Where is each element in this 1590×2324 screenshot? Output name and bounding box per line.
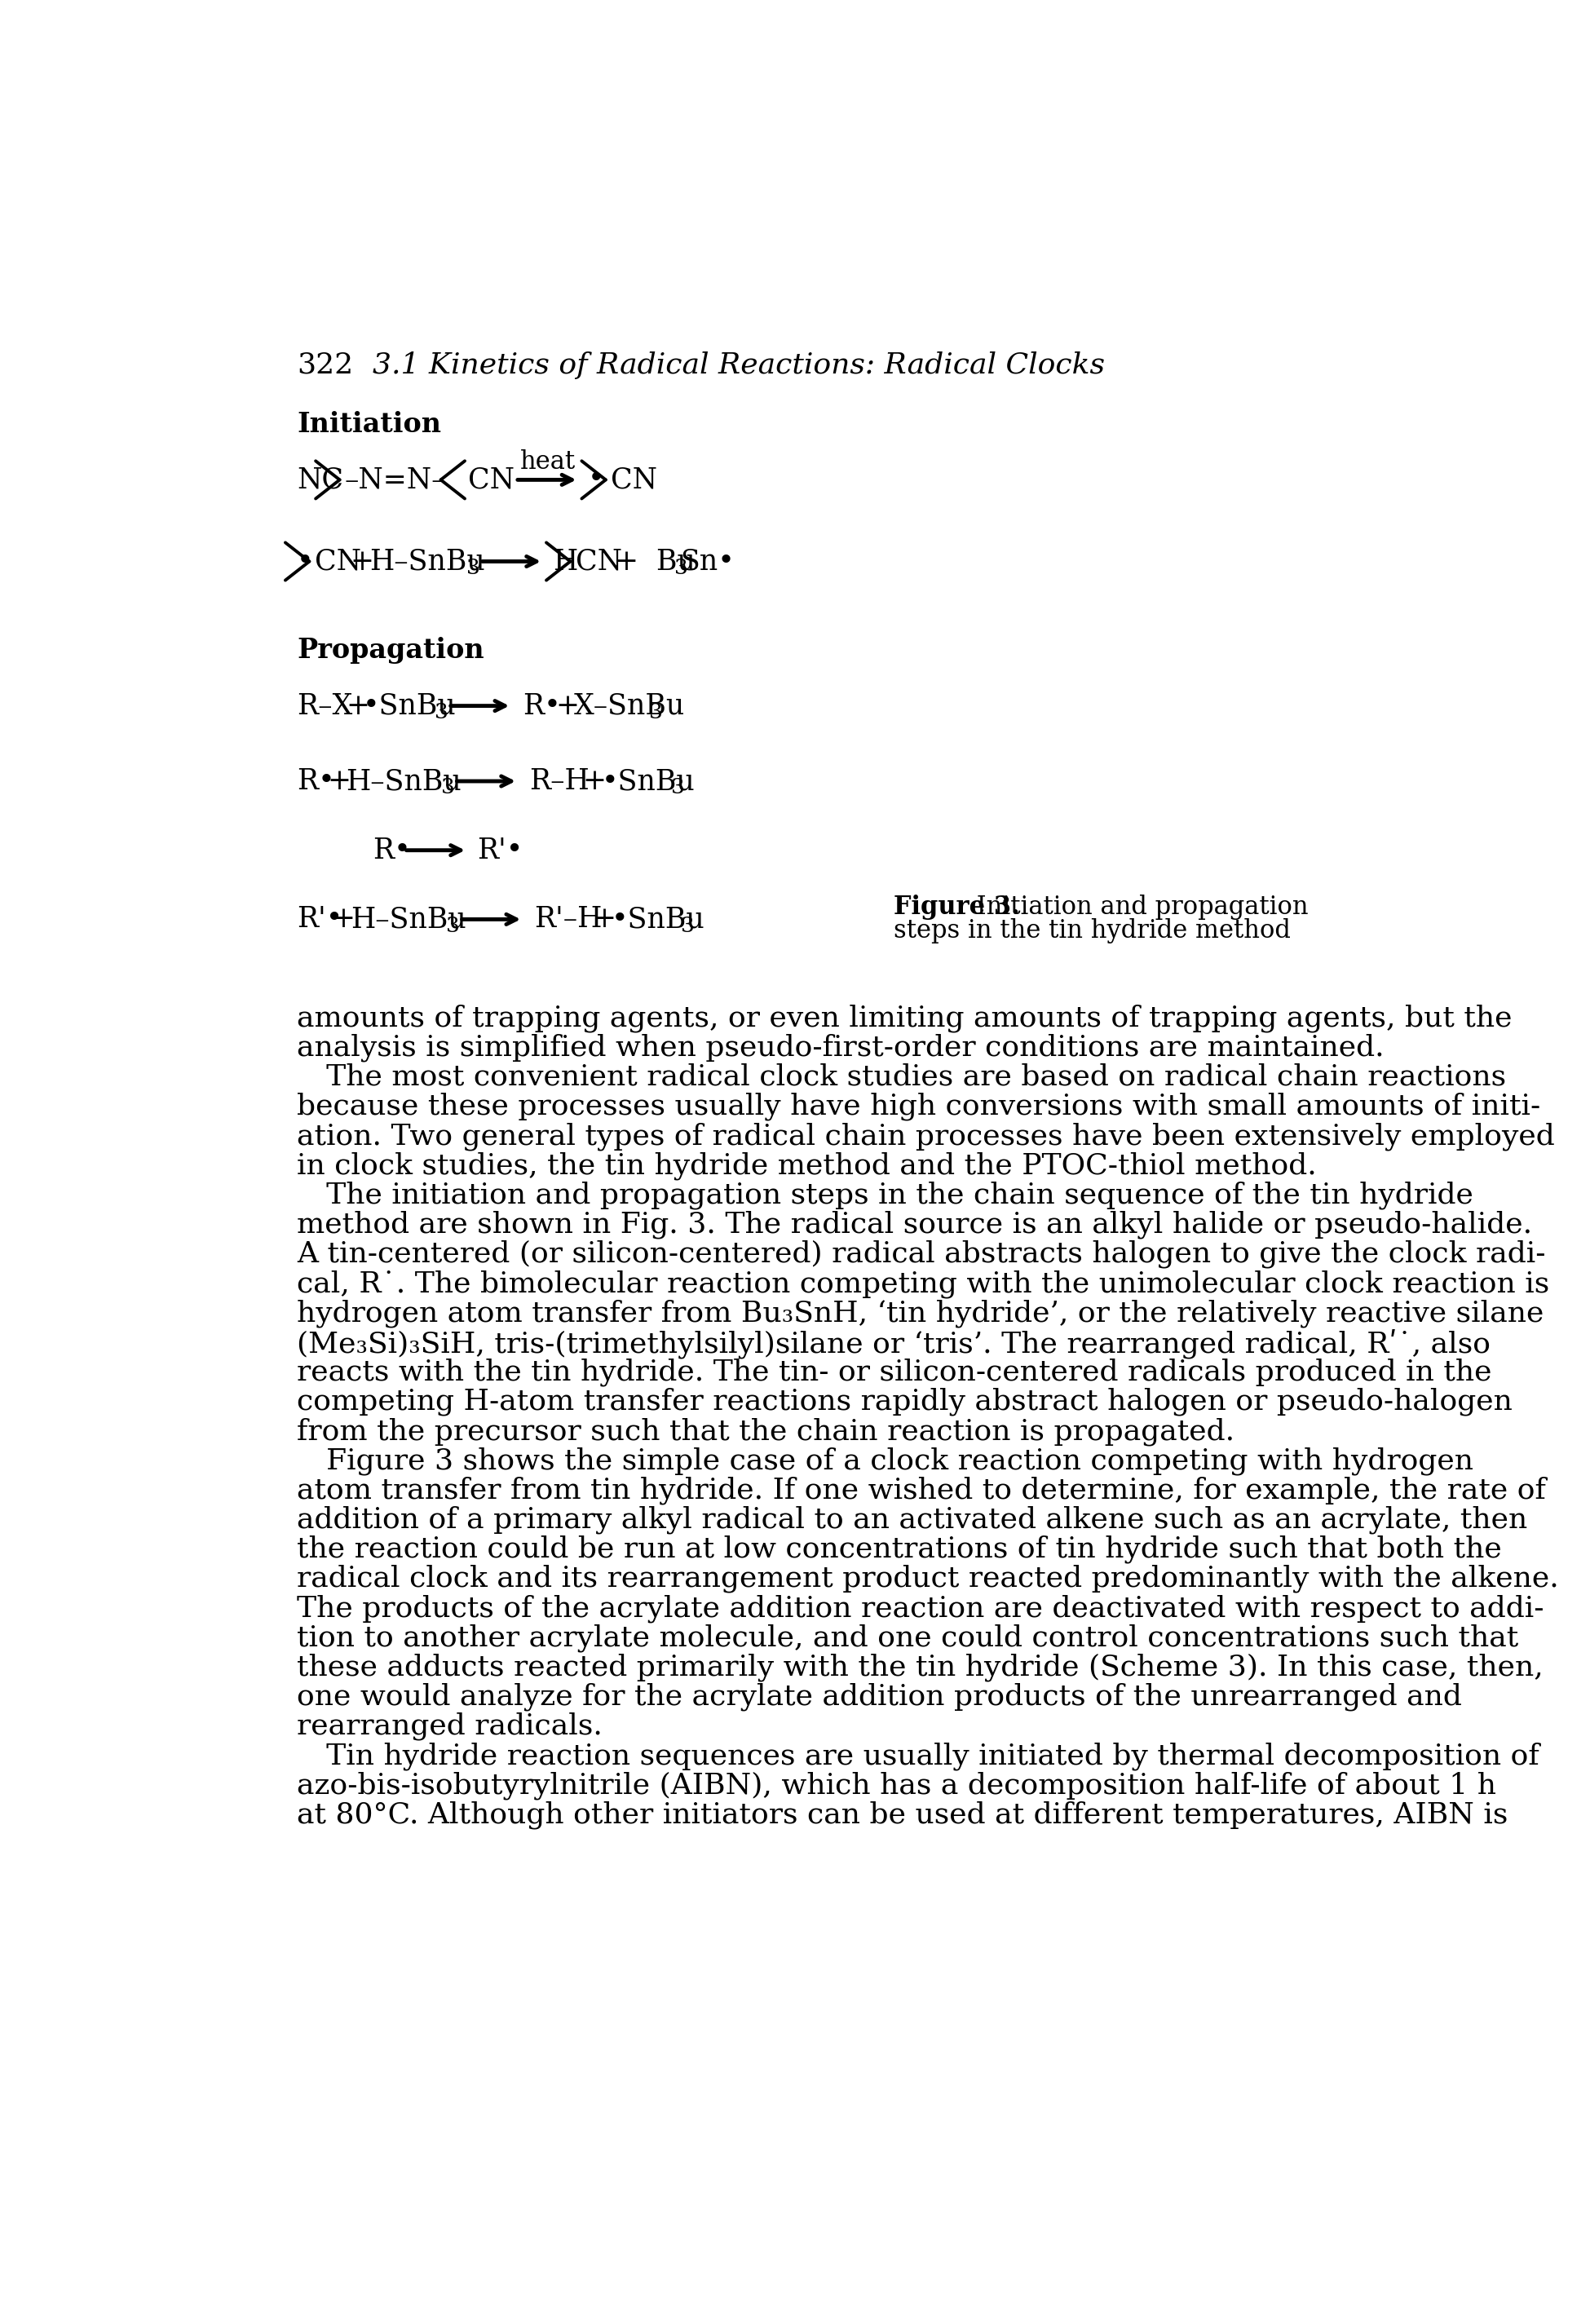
Text: H–SnBu: H–SnBu bbox=[350, 906, 466, 934]
Text: tion to another acrylate molecule, and one could control concentrations such tha: tion to another acrylate molecule, and o… bbox=[297, 1624, 1518, 1652]
Text: R–H: R–H bbox=[529, 767, 590, 795]
Text: +: + bbox=[556, 693, 579, 720]
Text: analysis is simplified when pseudo-first-order conditions are maintained.: analysis is simplified when pseudo-first… bbox=[297, 1034, 1385, 1062]
Text: competing H-atom transfer reactions rapidly abstract halogen or pseudo-halogen: competing H-atom transfer reactions rapi… bbox=[297, 1387, 1512, 1415]
Text: the reaction could be run at low concentrations of tin hydride such that both th: the reaction could be run at low concent… bbox=[297, 1536, 1501, 1564]
Text: these adducts reacted primarily with the tin hydride (Scheme 3). In this case, t: these adducts reacted primarily with the… bbox=[297, 1652, 1544, 1683]
Text: Tin hydride reaction sequences are usually initiated by thermal decomposition of: Tin hydride reaction sequences are usual… bbox=[297, 1743, 1539, 1771]
Text: reacts with the tin hydride. The tin- or silicon-centered radicals produced in t: reacts with the tin hydride. The tin- or… bbox=[297, 1357, 1491, 1387]
Text: 3: 3 bbox=[671, 776, 685, 797]
Text: –N=N–: –N=N– bbox=[345, 465, 447, 493]
Text: +: + bbox=[582, 767, 606, 795]
Text: cal, R˙. The bimolecular reaction competing with the unimolecular clock reaction: cal, R˙. The bimolecular reaction compet… bbox=[297, 1269, 1549, 1297]
Text: 3.1 Kinetics of Radical Reactions: Radical Clocks: 3.1 Kinetics of Radical Reactions: Radic… bbox=[372, 351, 1105, 379]
Text: +  Bu: + Bu bbox=[615, 548, 695, 576]
Text: 3: 3 bbox=[445, 916, 460, 937]
Text: in clock studies, the tin hydride method and the PTOC-thiol method.: in clock studies, the tin hydride method… bbox=[297, 1153, 1317, 1181]
Text: steps in the tin hydride method: steps in the tin hydride method bbox=[894, 918, 1291, 944]
Text: heat: heat bbox=[520, 449, 576, 474]
Text: 3: 3 bbox=[466, 558, 480, 579]
Text: •SnBu: •SnBu bbox=[612, 906, 704, 934]
Text: 3: 3 bbox=[440, 776, 455, 797]
Text: Sn•: Sn• bbox=[681, 548, 735, 576]
Text: CN: CN bbox=[315, 548, 361, 576]
Text: at 80°C. Although other initiators can be used at different temperatures, AIBN i: at 80°C. Although other initiators can b… bbox=[297, 1801, 1507, 1829]
Text: method are shown in Fig. 3. The radical source is an alkyl halide or pseudo-hali: method are shown in Fig. 3. The radical … bbox=[297, 1211, 1533, 1239]
Text: +: + bbox=[331, 906, 355, 934]
Text: 3: 3 bbox=[681, 916, 695, 937]
Text: CN: CN bbox=[611, 465, 657, 493]
Text: CN: CN bbox=[576, 548, 622, 576]
Text: radical clock and its rearrangement product reacted predominantly with the alken: radical clock and its rearrangement prod… bbox=[297, 1564, 1558, 1592]
Text: R•: R• bbox=[297, 767, 335, 795]
Text: Initiation and propagation: Initiation and propagation bbox=[968, 895, 1309, 920]
Text: R'•: R'• bbox=[297, 906, 343, 934]
Text: The most convenient radical clock studies are based on radical chain reactions: The most convenient radical clock studie… bbox=[297, 1062, 1506, 1090]
Text: hydrogen atom transfer from Bu₃SnH, ‘tin hydride’, or the relatively reactive si: hydrogen atom transfer from Bu₃SnH, ‘tin… bbox=[297, 1299, 1544, 1327]
Text: •SnBu: •SnBu bbox=[363, 693, 456, 720]
Text: +: + bbox=[328, 767, 351, 795]
Text: X–SnBu: X–SnBu bbox=[574, 693, 685, 720]
Text: •: • bbox=[297, 548, 313, 576]
Text: one would analyze for the acrylate addition products of the unrearranged and: one would analyze for the acrylate addit… bbox=[297, 1683, 1461, 1710]
Text: atom transfer from tin hydride. If one wished to determine, for example, the rat: atom transfer from tin hydride. If one w… bbox=[297, 1476, 1545, 1504]
Text: R•: R• bbox=[523, 693, 561, 720]
Text: •SnBu: •SnBu bbox=[601, 767, 695, 795]
Text: •: • bbox=[588, 465, 604, 493]
Text: (Me₃Si)₃SiH, tris-(trimethylsilyl)silane or ‘tris’. The rearranged radical, Rʹ˙,: (Me₃Si)₃SiH, tris-(trimethylsilyl)silane… bbox=[297, 1329, 1490, 1360]
Text: H–SnBu: H–SnBu bbox=[347, 767, 461, 795]
Text: H: H bbox=[553, 548, 577, 576]
Text: azo-bis-isobutyrylnitrile (AIBN), which has a decomposition half-life of about 1: azo-bis-isobutyrylnitrile (AIBN), which … bbox=[297, 1771, 1496, 1799]
Text: CN: CN bbox=[467, 465, 515, 493]
Text: Figure 3.: Figure 3. bbox=[894, 895, 1021, 920]
Text: ation. Two general types of radical chain processes have been extensively employ: ation. Two general types of radical chai… bbox=[297, 1122, 1555, 1150]
Text: R'•: R'• bbox=[477, 837, 523, 865]
Text: because these processes usually have high conversions with small amounts of init: because these processes usually have hig… bbox=[297, 1092, 1541, 1120]
Text: Figure 3 shows the simple case of a clock reaction competing with hydrogen: Figure 3 shows the simple case of a cloc… bbox=[297, 1448, 1474, 1476]
Text: +: + bbox=[593, 906, 615, 934]
Text: R'–H: R'–H bbox=[534, 906, 603, 934]
Text: 322: 322 bbox=[297, 351, 353, 379]
Text: H–SnBu: H–SnBu bbox=[369, 548, 485, 576]
Text: Initiation: Initiation bbox=[297, 411, 440, 437]
Text: The initiation and propagation steps in the chain sequence of the tin hydride: The initiation and propagation steps in … bbox=[297, 1181, 1474, 1208]
Text: R•: R• bbox=[372, 837, 410, 865]
Text: NC: NC bbox=[297, 465, 343, 493]
Text: R–X: R–X bbox=[297, 693, 353, 720]
Text: rearranged radicals.: rearranged radicals. bbox=[297, 1713, 603, 1741]
Text: 3: 3 bbox=[434, 702, 448, 723]
Text: +: + bbox=[347, 693, 369, 720]
Text: Propagation: Propagation bbox=[297, 637, 483, 665]
Text: amounts of trapping agents, or even limiting amounts of trapping agents, but the: amounts of trapping agents, or even limi… bbox=[297, 1004, 1512, 1032]
Text: The products of the acrylate addition reaction are deactivated with respect to a: The products of the acrylate addition re… bbox=[297, 1594, 1544, 1622]
Text: +: + bbox=[350, 548, 374, 576]
Text: 3: 3 bbox=[674, 558, 688, 579]
Text: A tin-centered (or silicon-centered) radical abstracts halogen to give the clock: A tin-centered (or silicon-centered) rad… bbox=[297, 1241, 1545, 1269]
Text: 3: 3 bbox=[649, 702, 663, 723]
Text: addition of a primary alkyl radical to an activated alkene such as an acrylate, : addition of a primary alkyl radical to a… bbox=[297, 1506, 1528, 1534]
Text: from the precursor such that the chain reaction is propagated.: from the precursor such that the chain r… bbox=[297, 1418, 1234, 1446]
